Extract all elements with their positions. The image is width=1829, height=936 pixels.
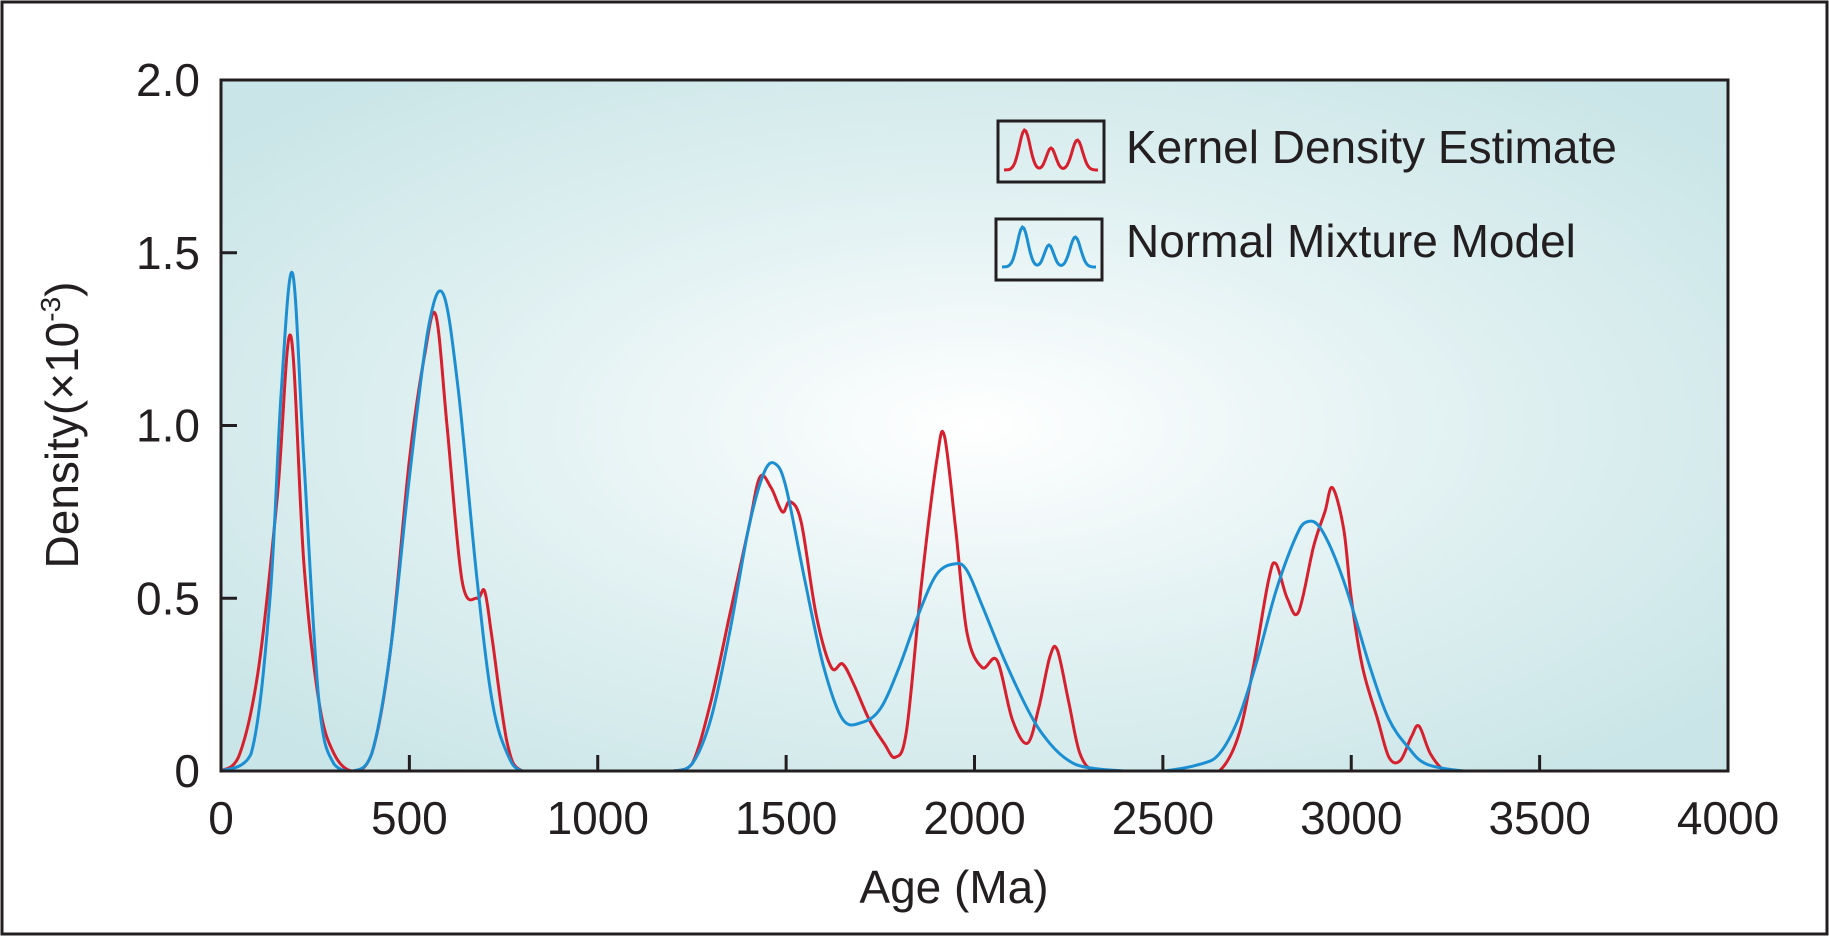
y-tick-label: 0.5 (136, 572, 200, 624)
y-axis-label-superscript: -3 (35, 297, 66, 322)
x-tick-label: 1000 (547, 792, 649, 844)
x-axis-label: Age (Ma) (859, 861, 1048, 913)
legend-swatch-kde (1003, 128, 1098, 172)
x-tick-label: 2500 (1112, 792, 1214, 844)
x-tick-label: 2000 (923, 792, 1025, 844)
series-layer (219, 270, 1730, 773)
legend-swatch-nmm (1001, 225, 1096, 269)
x-tick-label: 4000 (1677, 792, 1779, 844)
y-tick-label: 2.0 (136, 54, 200, 106)
x-tick-label: 3500 (1488, 792, 1590, 844)
y-axis-label-close: ) (36, 282, 88, 297)
y-axis-label-main: Density(×10 (36, 322, 88, 569)
y-tick-label: 0 (174, 745, 200, 797)
x-tick-label: 500 (371, 792, 448, 844)
legend-label-kde: Kernel Density Estimate (1126, 121, 1617, 173)
legend-swatch-box-kde (996, 119, 1106, 184)
series-line-nmm (219, 270, 1598, 773)
y-axis: 0 0.5 1.0 1.5 2.0 (136, 54, 237, 797)
legend: Kernel Density Estimate Normal Mixture M… (994, 119, 1617, 282)
y-axis-label: Density(×10-3) (35, 282, 88, 569)
x-tick-label: 0 (208, 792, 234, 844)
legend-swatch-box-nmm (994, 217, 1104, 282)
x-axis: 0 500 1000 1500 2000 2500 3000 3500 4000 (208, 755, 1779, 844)
y-tick-label: 1.5 (136, 227, 200, 279)
x-tick-label: 3000 (1300, 792, 1402, 844)
legend-label-nmm: Normal Mixture Model (1126, 215, 1576, 267)
x-tick-label: 1500 (735, 792, 837, 844)
y-tick-label: 1.0 (136, 400, 200, 452)
